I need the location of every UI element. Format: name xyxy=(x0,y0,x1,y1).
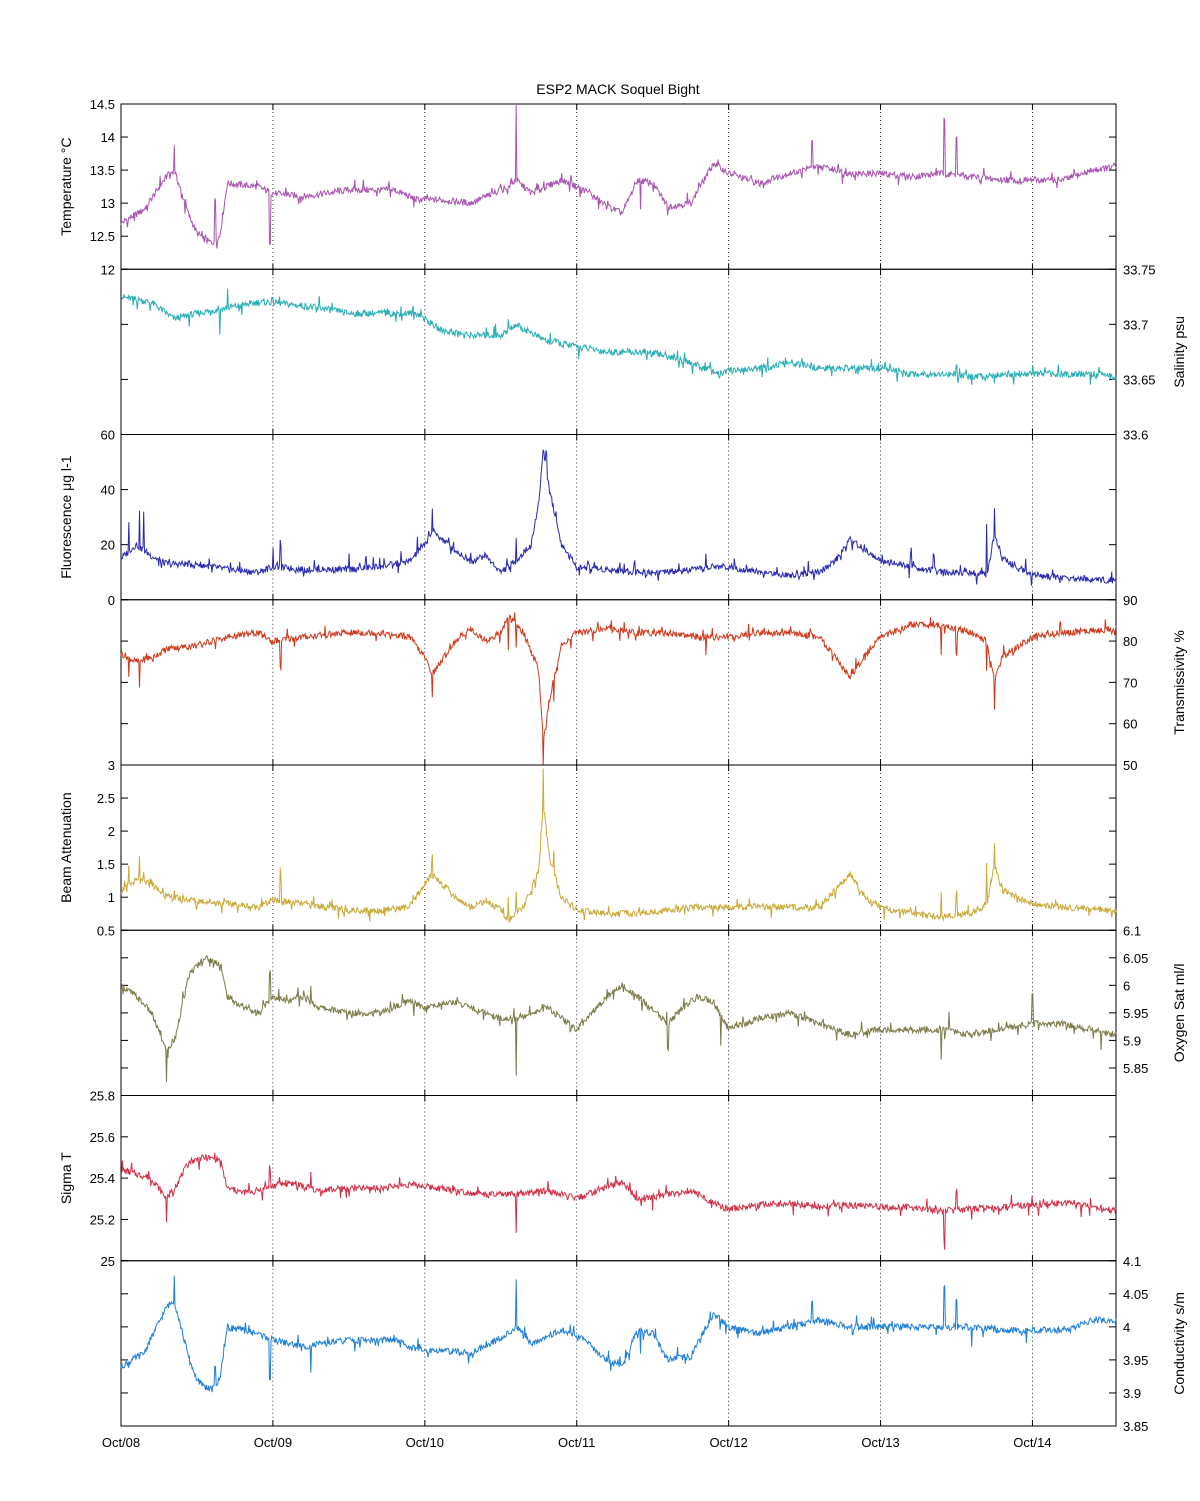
panel-frame xyxy=(120,764,1117,931)
y-axis-label: Sigma T xyxy=(58,1152,74,1204)
y-tick-label: 4.1 xyxy=(1123,1254,1141,1269)
x-tick-label: Oct/08 xyxy=(102,1435,140,1450)
y-tick-label: 14.5 xyxy=(90,97,115,112)
y-tick-label: 33.6 xyxy=(1123,428,1148,443)
y-tick-label: 0 xyxy=(108,593,115,608)
y-tick-label: 5.95 xyxy=(1123,1006,1148,1021)
y-tick-label: 33.65 xyxy=(1123,372,1156,387)
y-tick-label: 6.1 xyxy=(1123,923,1141,938)
figure-title: ESP2 MACK Soquel Bight xyxy=(536,81,700,97)
panel-transmissivity: 50 60 70 80 90 Transmissivity % xyxy=(120,593,1187,773)
series-line-beam-attenuation xyxy=(120,768,1117,923)
y-tick-label: 1 xyxy=(108,890,115,905)
y-tick-label: 6.05 xyxy=(1123,951,1148,966)
y-tick-label: 25.6 xyxy=(90,1130,115,1145)
series-line-transmissivity xyxy=(120,612,1117,766)
y-tick-label: 3.9 xyxy=(1123,1386,1141,1401)
y-tick-label: 60 xyxy=(1123,717,1137,732)
series-line-salinity xyxy=(120,288,1117,385)
y-tick-label: 5.9 xyxy=(1123,1033,1141,1048)
y-axis-label: Temperature °C xyxy=(58,138,74,236)
series-line-sigma-t xyxy=(120,1152,1117,1250)
x-tick-label: Oct/11 xyxy=(558,1435,595,1450)
y-tick-label: 25.8 xyxy=(90,1089,115,1104)
y-tick-label: 80 xyxy=(1123,634,1137,649)
y-axis-label: Fluorescence μg l-1 xyxy=(58,455,74,578)
y-axis-label: Oxygen Sat ml/l xyxy=(1171,963,1187,1062)
y-tick-label: 3 xyxy=(108,758,115,773)
y-tick-label: 14 xyxy=(101,130,115,145)
y-tick-label: 70 xyxy=(1123,675,1137,690)
y-tick-label: 6 xyxy=(1123,978,1130,993)
panel-frame xyxy=(120,1260,1117,1427)
panel-conductivity: 3.85 3.9 3.95 4 4.05 4.1 Conductivity s/m xyxy=(120,1254,1187,1434)
panel-sigma-t: 25 25.2 25.4 25.6 25.8 Sigma T xyxy=(58,1089,1117,1269)
x-tick-label: Oct/12 xyxy=(709,1435,747,1450)
y-tick-label: 0.5 xyxy=(97,923,115,938)
y-axis-label: Beam Attenuation xyxy=(58,792,74,903)
y-tick-label: 25 xyxy=(101,1254,115,1269)
y-axis-label: Salinity psu xyxy=(1171,316,1187,388)
y-tick-label: 40 xyxy=(101,483,115,498)
y-tick-label: 2 xyxy=(108,824,115,839)
series-line-oxygen xyxy=(120,955,1117,1083)
y-tick-label: 50 xyxy=(1123,758,1137,773)
y-tick-label: 12 xyxy=(101,262,115,277)
panel-beam-attenuation: 0.5 1 1.5 2 2.5 3 Beam Attenuation xyxy=(58,758,1117,938)
y-tick-label: 13.5 xyxy=(90,163,115,178)
panel-salinity: 33.6 33.65 33.7 33.75 Salinity psu xyxy=(120,262,1187,443)
panel-oxygen: 5.85 5.9 5.95 6 6.05 6.1 Oxygen Sat ml/l xyxy=(120,923,1187,1096)
y-tick-label: 4 xyxy=(1123,1320,1130,1335)
y-tick-label: 33.75 xyxy=(1123,262,1156,277)
y-tick-label: 3.95 xyxy=(1123,1353,1148,1368)
y-axis-label: Conductivity s/m xyxy=(1171,1292,1187,1395)
panel-frame xyxy=(120,599,1117,766)
panel-frame xyxy=(120,929,1117,1096)
y-tick-label: 1.5 xyxy=(97,857,115,872)
x-tick-label: Oct/10 xyxy=(406,1435,444,1450)
y-tick-label: 25.2 xyxy=(90,1212,115,1227)
y-tick-label: 5.85 xyxy=(1123,1061,1148,1076)
panel-temperature: 12 12.5 13 13.5 14 14.5 Temperature °C xyxy=(58,97,1117,277)
y-tick-label: 13 xyxy=(101,196,115,211)
y-tick-label: 20 xyxy=(101,538,115,553)
y-tick-label: 2.5 xyxy=(97,791,115,806)
panel-fluorescence: 0 20 40 60 Fluorescence μg l-1 xyxy=(58,428,1117,608)
x-tick-label: Oct/13 xyxy=(861,1435,899,1450)
x-tick-label: Oct/14 xyxy=(1013,1435,1051,1450)
y-axis-label: Transmissivity % xyxy=(1171,630,1187,735)
y-tick-label: 60 xyxy=(101,428,115,443)
y-tick-label: 25.4 xyxy=(90,1171,115,1186)
series-line-conductivity xyxy=(120,1275,1117,1393)
panel-frame xyxy=(120,434,1117,601)
series-line-temperature xyxy=(120,103,1117,249)
series-line-fluorescence xyxy=(120,449,1117,586)
x-tick-label: Oct/09 xyxy=(254,1435,292,1450)
y-tick-label: 33.7 xyxy=(1123,317,1148,332)
y-tick-label: 4.05 xyxy=(1123,1287,1148,1302)
panel-frame xyxy=(120,268,1117,435)
y-tick-label: 3.85 xyxy=(1123,1419,1148,1434)
y-tick-label: 12.5 xyxy=(90,229,115,244)
y-tick-label: 90 xyxy=(1123,593,1137,608)
